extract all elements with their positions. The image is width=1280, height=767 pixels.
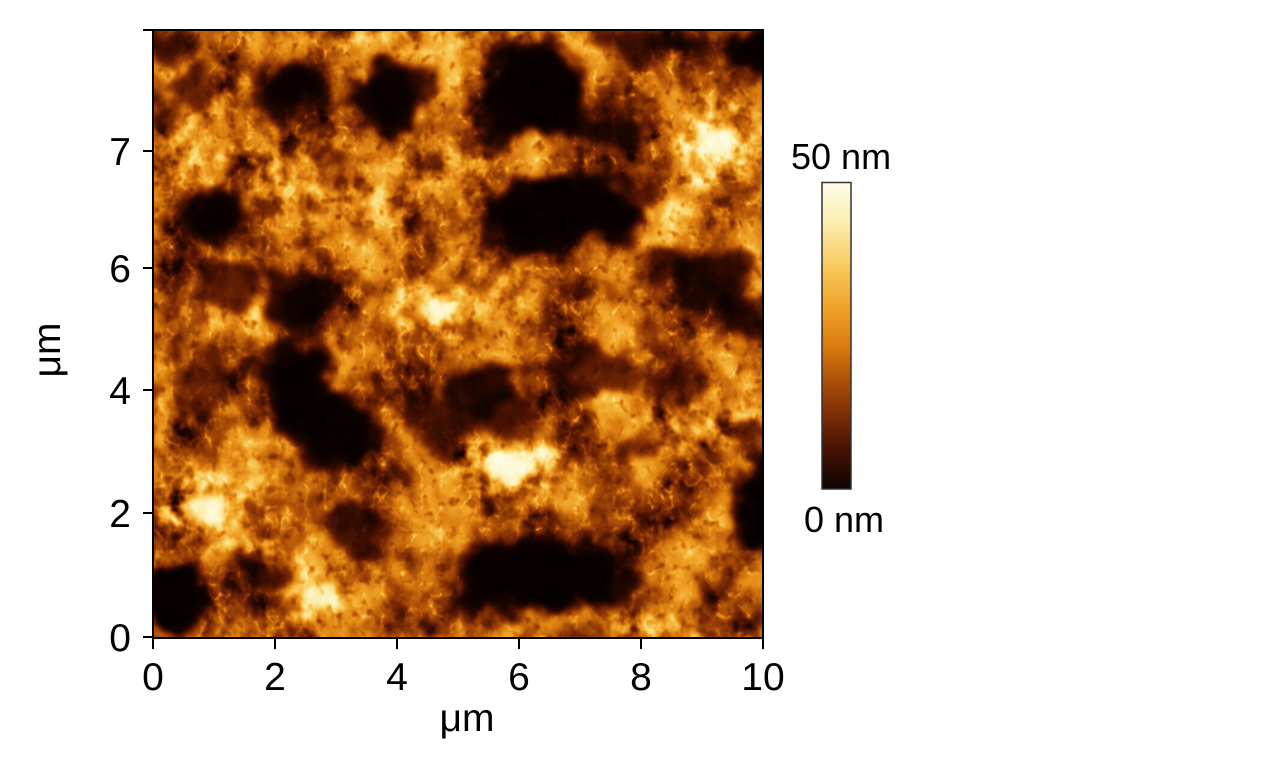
svg-text:4: 4 [109, 370, 131, 413]
svg-text:μm: μm [440, 697, 495, 740]
svg-text:2: 2 [264, 656, 286, 699]
svg-text:0: 0 [109, 617, 131, 660]
svg-text:50 nm: 50 nm [791, 136, 891, 177]
svg-text:μm: μm [26, 323, 69, 378]
svg-text:0: 0 [142, 656, 164, 699]
svg-text:4: 4 [386, 656, 408, 699]
svg-text:6: 6 [508, 656, 530, 699]
svg-text:0 nm: 0 nm [804, 499, 884, 540]
svg-text:10: 10 [741, 656, 784, 699]
svg-text:8: 8 [630, 656, 652, 699]
svg-text:7: 7 [109, 131, 131, 174]
svg-text:6: 6 [109, 248, 131, 291]
svg-text:2: 2 [109, 493, 131, 536]
